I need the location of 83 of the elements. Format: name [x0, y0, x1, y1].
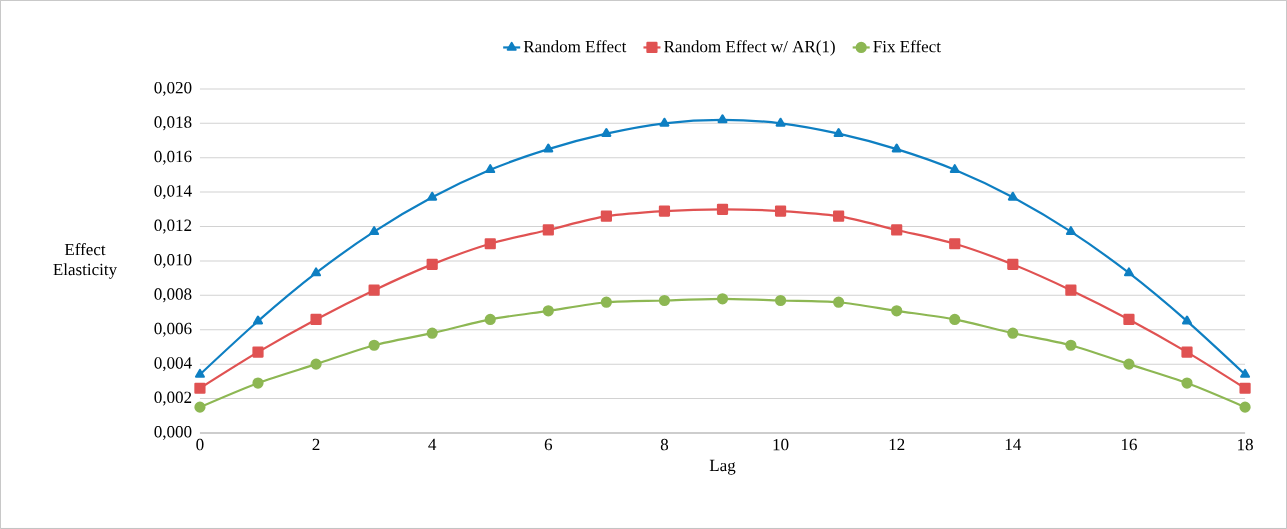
point: [949, 164, 960, 174]
point: [949, 238, 961, 250]
point: [775, 117, 786, 127]
point: [1007, 191, 1018, 201]
x-tick-label: 16: [1121, 438, 1137, 451]
point: [194, 382, 206, 394]
point: [427, 191, 438, 201]
x-tick-label: 6: [544, 438, 553, 451]
point: [1239, 382, 1251, 394]
y-tick-label: 0,012: [154, 219, 192, 234]
point: [194, 368, 205, 378]
point: [542, 224, 554, 236]
point: [368, 339, 380, 351]
point: [484, 313, 496, 326]
y-tick-label: 0,008: [154, 288, 192, 303]
point: [833, 128, 844, 138]
point: [252, 346, 264, 358]
point: [833, 210, 845, 222]
point: [1123, 313, 1135, 326]
point: [891, 224, 903, 236]
point: [484, 238, 496, 250]
point: [949, 313, 961, 326]
point: [368, 284, 380, 296]
legend-label: Random Effect w/ AR(1): [664, 40, 835, 56]
point: [311, 267, 322, 277]
point: [310, 313, 322, 326]
point: [1123, 267, 1134, 277]
point: [1240, 368, 1251, 378]
x-tick-label: 14: [1005, 438, 1022, 451]
y-tick-label: 0,018: [154, 116, 192, 131]
x-tick-label: 12: [889, 438, 905, 451]
x-tick-label: 0: [196, 438, 204, 451]
x-axis-title: Lag: [709, 459, 736, 475]
point: [369, 226, 380, 236]
point: [600, 210, 612, 222]
point: [659, 117, 670, 127]
point: [1007, 258, 1019, 271]
x-tick-label: 18: [1238, 438, 1253, 451]
point: [1007, 327, 1019, 339]
y-tick-label: 0,020: [154, 82, 192, 96]
point: [833, 296, 845, 308]
point: [1181, 346, 1193, 358]
point: [1065, 284, 1077, 296]
point: [658, 294, 671, 307]
y-tick-label: 0,000: [154, 426, 192, 440]
point: [194, 401, 206, 413]
point: [891, 305, 903, 317]
point: [658, 205, 671, 217]
point: [485, 164, 496, 174]
point: [1065, 226, 1076, 236]
point: [426, 258, 438, 271]
point: [426, 327, 438, 339]
point: [891, 143, 902, 153]
point: [542, 305, 554, 317]
legend-label: Random Effect: [523, 40, 627, 53]
point: [1239, 401, 1251, 413]
point: [1182, 315, 1193, 325]
point: [253, 315, 263, 325]
point: [774, 205, 787, 217]
point: [716, 203, 729, 215]
point: [1123, 358, 1135, 370]
legend-label: Fix Effect: [873, 40, 941, 53]
y-tick-label: 0,002: [154, 391, 192, 406]
point: [600, 296, 612, 308]
point: [774, 294, 787, 307]
point: [1181, 377, 1193, 389]
point: [717, 114, 728, 124]
point: [252, 377, 264, 389]
x-tick-label: 4: [428, 438, 437, 451]
point: [543, 143, 554, 153]
y-tick-label: 0,010: [154, 254, 192, 268]
x-tick-label: 2: [312, 438, 320, 451]
point: [716, 293, 729, 305]
point: [1065, 339, 1077, 351]
x-tick-label: 8: [660, 438, 669, 451]
y-axis-title: Effect Elasticity: [53, 243, 118, 279]
point: [601, 128, 612, 138]
y-tick-label: 0,014: [154, 185, 192, 200]
x-tick-label: 10: [773, 438, 789, 451]
y-tick-label: 0,016: [154, 150, 192, 165]
point: [310, 358, 322, 370]
y-tick-label: 0,004: [154, 357, 192, 372]
y-tick-label: 0,006: [154, 322, 192, 337]
